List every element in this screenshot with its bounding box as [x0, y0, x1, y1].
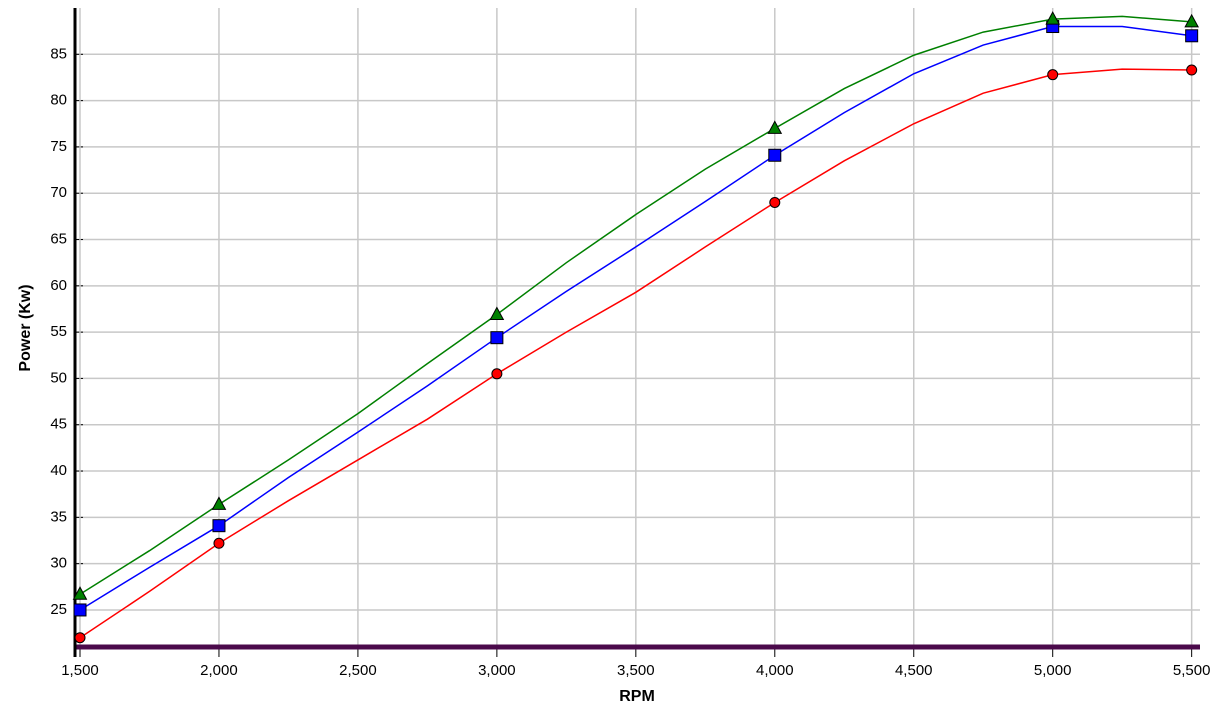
x-tick-label: 2,500 [339, 662, 377, 679]
series-line [79, 15, 1192, 595]
marker [768, 148, 782, 162]
marker [1047, 69, 1059, 81]
marker [491, 368, 503, 380]
x-tick-label: 4,000 [756, 662, 794, 679]
marker [1184, 13, 1200, 28]
y-tick-label: 80 [50, 92, 67, 109]
y-tick-label: 65 [50, 230, 67, 247]
y-tick-label: 50 [50, 369, 67, 386]
marker [213, 537, 225, 549]
x-tick-label: 5,000 [1034, 662, 1072, 679]
marker [1185, 29, 1199, 43]
marker [73, 603, 87, 617]
x-tick-label: 2,000 [200, 662, 238, 679]
y-tick-label: 35 [50, 508, 67, 525]
marker [74, 632, 86, 644]
marker [1045, 11, 1061, 25]
marker [767, 120, 783, 134]
marker [1186, 64, 1198, 76]
marker [211, 496, 227, 510]
series-line [79, 25, 1192, 611]
marker [489, 306, 505, 321]
y-tick-label: 70 [50, 184, 67, 201]
x-tick-label: 3,500 [617, 662, 655, 679]
x-tick-label: 5,500 [1173, 662, 1211, 679]
marker [72, 586, 88, 600]
x-tick-label: 1,500 [61, 662, 99, 679]
x-tick-label: 4,500 [895, 662, 933, 679]
y-tick-label: 85 [50, 45, 67, 62]
marker [769, 196, 781, 208]
y-tick-label: 45 [50, 416, 67, 433]
x-tick-label: 3,000 [478, 662, 516, 679]
y-tick-label: 75 [50, 138, 67, 155]
series-line [79, 68, 1192, 639]
y-tick-label: 25 [50, 601, 67, 618]
y-tick-label: 30 [50, 555, 67, 572]
x-axis-title: RPM [619, 688, 655, 705]
marker [212, 519, 226, 533]
y-tick-label: 60 [50, 277, 67, 294]
y-tick-label: 55 [50, 323, 67, 340]
y-axis-title: Power (Kw) [17, 284, 34, 371]
y-tick-label: 40 [50, 462, 67, 479]
marker [490, 331, 504, 345]
